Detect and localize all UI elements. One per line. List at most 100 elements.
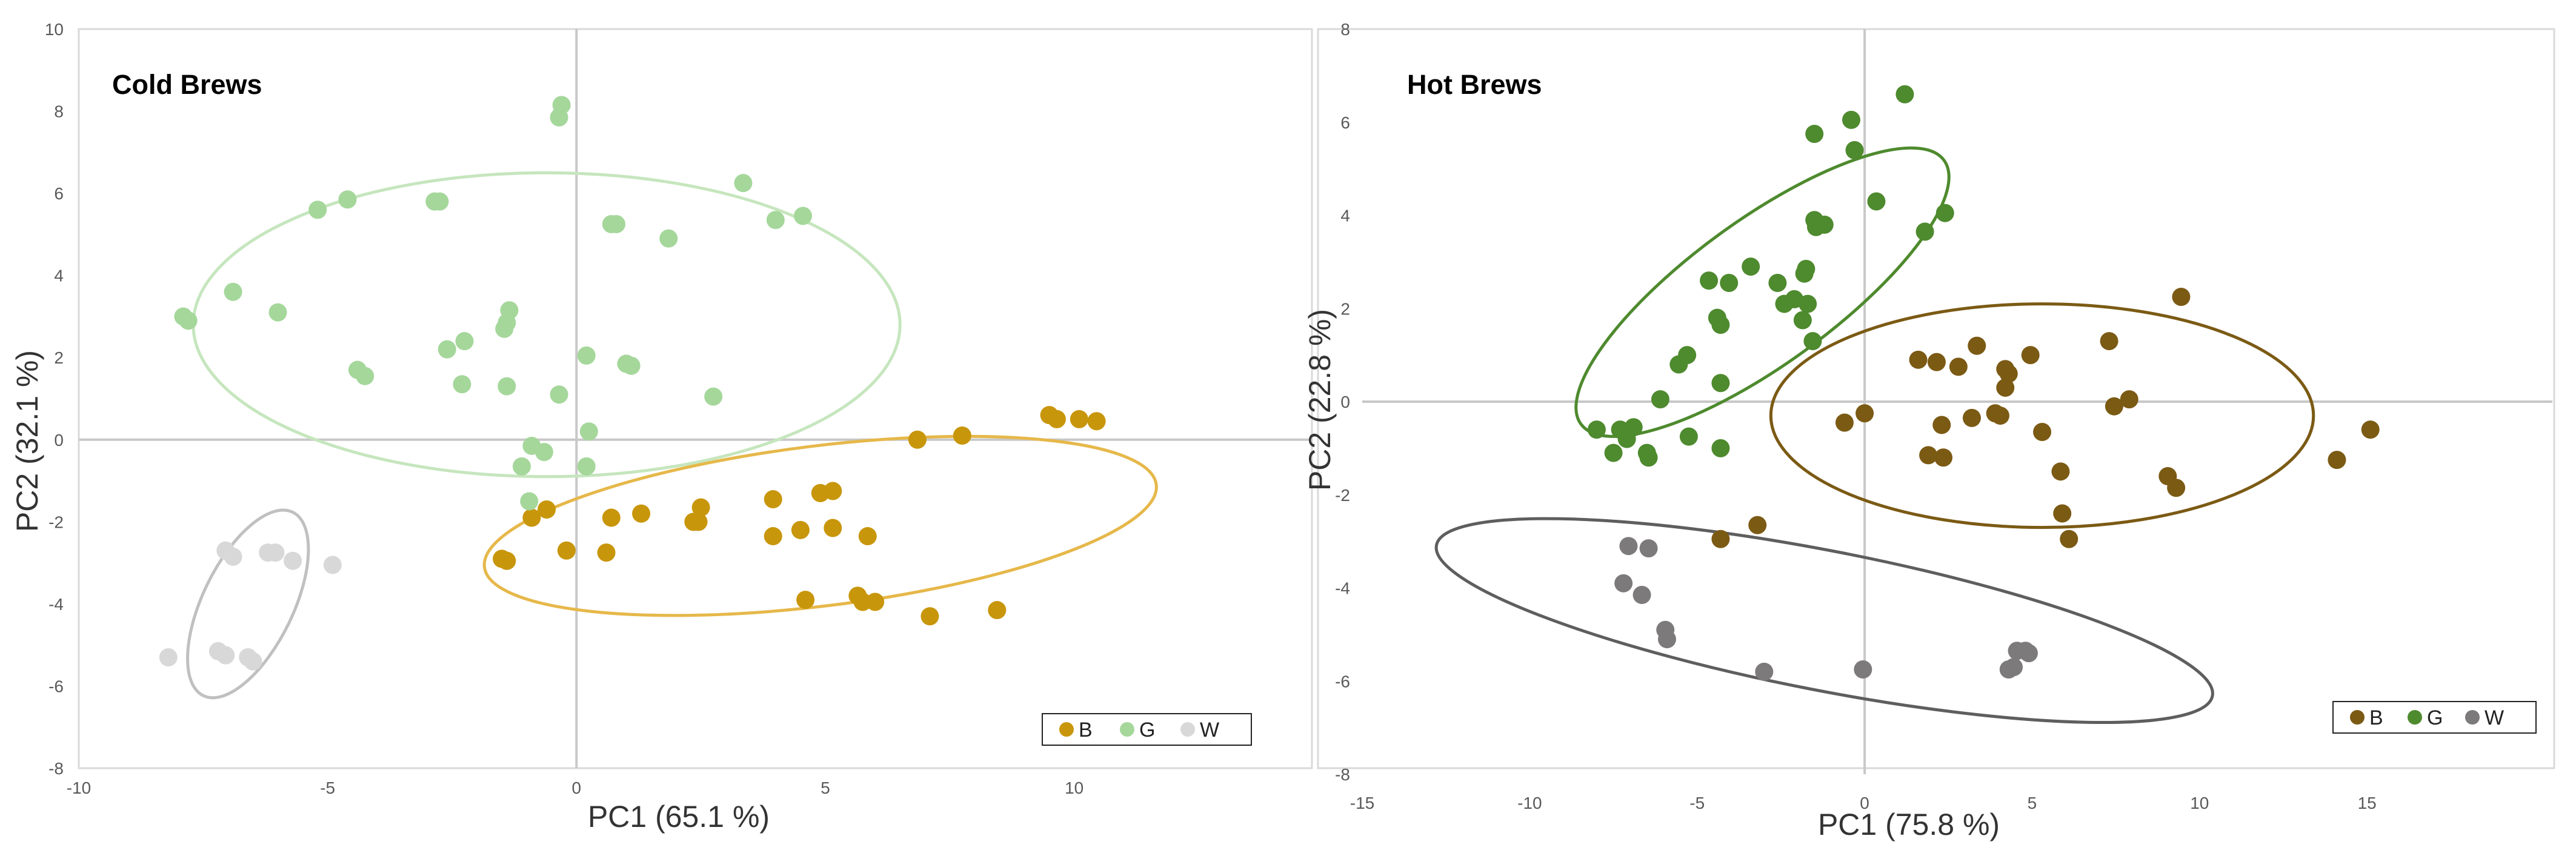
data-point-b xyxy=(2021,346,2040,365)
data-point-b xyxy=(1748,516,1767,534)
x-tick-label: 5 xyxy=(2028,794,2037,812)
data-point-b xyxy=(858,527,877,546)
y-tick-label: -2 xyxy=(48,513,64,531)
data-point-b xyxy=(2100,332,2118,351)
x-tick-label: -5 xyxy=(320,778,335,797)
data-point-w xyxy=(159,648,178,666)
data-point-b xyxy=(2120,390,2138,409)
data-point-g xyxy=(1587,420,1606,439)
data-point-b xyxy=(2361,420,2380,439)
legend-label-w: W xyxy=(1200,719,1219,742)
data-point-b xyxy=(824,519,842,537)
data-point-g xyxy=(607,214,626,233)
legend-marker-w xyxy=(2465,710,2480,725)
y-tick-label: 10 xyxy=(45,20,64,39)
data-point-g xyxy=(1711,374,1730,393)
data-point-b xyxy=(1932,416,1951,434)
data-point-g xyxy=(1678,346,1697,365)
data-point-b xyxy=(1934,448,1952,467)
data-points xyxy=(159,96,1106,671)
data-point-g xyxy=(356,367,374,385)
data-point-g xyxy=(1711,439,1730,457)
legend-label-w: W xyxy=(2484,706,2504,729)
data-point-w xyxy=(1854,660,1872,679)
data-point-g xyxy=(455,332,474,351)
data-point-b xyxy=(1949,357,1968,376)
ellipse-w xyxy=(186,508,310,700)
y-tick-label: -8 xyxy=(1335,765,1350,784)
x-tick-label: 10 xyxy=(1065,778,1083,797)
data-point-b xyxy=(853,592,872,611)
data-point-w xyxy=(1619,537,1638,556)
legend-box xyxy=(1042,713,1252,746)
plot-frame xyxy=(1317,28,2555,769)
y-tick-label: 0 xyxy=(54,431,64,450)
data-point-g xyxy=(430,192,449,211)
data-point-b xyxy=(2033,422,2052,441)
x-tick-label: 0 xyxy=(572,778,582,797)
legend-marker-b xyxy=(2350,710,2365,725)
data-point-g xyxy=(579,422,598,441)
y-tick-label: 2 xyxy=(54,348,64,367)
data-point-b xyxy=(1996,378,2015,397)
legend-label-g: G xyxy=(2427,706,2443,729)
legend-marker-w xyxy=(1180,722,1195,737)
data-point-b xyxy=(632,504,651,523)
data-point-g xyxy=(794,207,813,225)
ellipse-w xyxy=(1434,517,2214,725)
data-point-b xyxy=(1855,404,1874,423)
data-point-g xyxy=(766,211,785,230)
data-point-b xyxy=(1909,350,1928,369)
data-point-w xyxy=(1639,539,1658,558)
legend-label-b: B xyxy=(1079,719,1093,742)
data-point-g xyxy=(338,190,357,209)
y-tick-label: 8 xyxy=(1340,20,1350,39)
data-point-w xyxy=(266,543,285,562)
data-point-w xyxy=(1614,574,1633,592)
data-point-w xyxy=(323,556,342,574)
data-point-g xyxy=(453,375,471,394)
data-point-b xyxy=(908,430,927,449)
data-point-g xyxy=(1845,141,1864,159)
data-point-b xyxy=(866,592,885,611)
ellipse-b xyxy=(1769,302,2315,529)
y-tick-label: 2 xyxy=(1340,299,1350,318)
data-point-g xyxy=(1803,332,1822,351)
data-point-g xyxy=(1624,418,1643,437)
data-point-b xyxy=(764,490,782,509)
x-tick-label: -15 xyxy=(1350,794,1374,812)
data-point-b xyxy=(2172,288,2191,307)
data-point-g xyxy=(552,96,571,115)
data-point-b xyxy=(602,508,621,527)
data-point-w xyxy=(284,551,302,570)
data-point-g xyxy=(1604,443,1623,462)
y-tick-label: 4 xyxy=(1340,207,1350,225)
data-point-g xyxy=(659,229,678,248)
x-axis-label: PC1 (75.8 %) xyxy=(1818,808,2000,841)
data-point-w xyxy=(1632,586,1651,605)
data-point-g xyxy=(1793,311,1812,330)
x-tick-label: 5 xyxy=(820,778,830,797)
data-point-b xyxy=(557,541,576,560)
data-point-g xyxy=(1935,204,1954,222)
data-point-w xyxy=(224,547,242,566)
axes-lines xyxy=(79,29,1311,768)
data-point-b xyxy=(2051,462,2070,481)
data-point-b xyxy=(1991,407,2009,425)
y-tick-label: -8 xyxy=(48,759,64,778)
data-point-w xyxy=(216,646,235,665)
data-point-g xyxy=(577,457,596,476)
data-point-b xyxy=(824,482,842,500)
y-tick-label: 6 xyxy=(54,184,64,203)
data-point-b xyxy=(1919,446,1938,465)
data-point-g xyxy=(1720,273,1739,292)
data-point-b xyxy=(791,520,810,539)
data-point-w xyxy=(1755,662,1774,681)
data-point-b xyxy=(1962,408,1981,427)
data-point-b xyxy=(1999,364,2018,383)
legend-marker-b xyxy=(1059,722,1074,737)
ellipse-b xyxy=(482,434,1158,617)
data-point-g xyxy=(498,377,516,396)
